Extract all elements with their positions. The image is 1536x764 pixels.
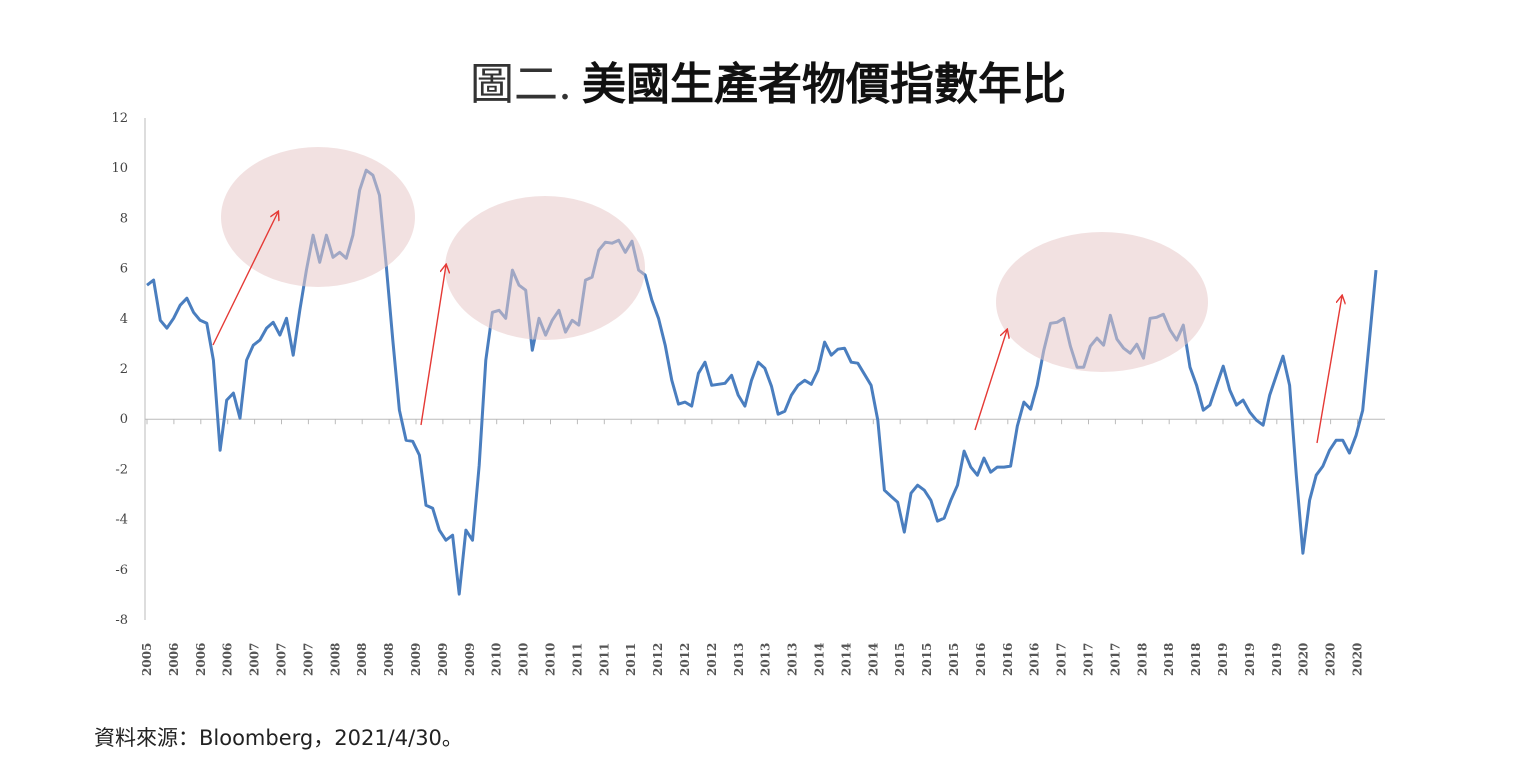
x-tick-label: 2015: [920, 643, 934, 676]
x-tick-label: 2013: [732, 643, 746, 676]
x-tick-label: 2020: [1324, 643, 1338, 676]
x-tick-label: 2013: [786, 643, 800, 676]
chart-title-prefix: 圖二.: [470, 59, 572, 110]
x-tick-label: 2007: [248, 643, 262, 676]
x-tick-label: 2012: [678, 643, 692, 676]
y-tick-label: 4: [120, 312, 128, 327]
x-tick-label: 2008: [355, 643, 369, 676]
y-tick-label: 2: [120, 362, 128, 377]
y-tick-label: 8: [120, 211, 128, 226]
x-tick-label: 2010: [544, 643, 558, 676]
x-tick-label: 2006: [194, 643, 208, 676]
x-tick-label: 2012: [705, 643, 719, 676]
x-tick-label: 2015: [947, 643, 961, 676]
y-tick-label: 10: [111, 161, 128, 176]
y-tick-label: -2: [115, 462, 128, 477]
x-tick-label: 2020: [1297, 643, 1311, 676]
x-tick-label: 2014: [866, 643, 880, 676]
x-tick-label: 2018: [1162, 643, 1176, 676]
source-note: 資料來源：Bloomberg，2021/4/30。: [94, 726, 463, 750]
x-tick-label: 2016: [974, 643, 988, 676]
x-tick-label: 2017: [1082, 643, 1096, 676]
arrow-annotation: [212, 212, 278, 346]
x-tick-label: 2009: [436, 643, 450, 676]
x-tick-label: 2007: [275, 643, 289, 676]
x-tick-label: 2008: [382, 643, 396, 676]
x-tick-label: 2016: [1028, 643, 1042, 676]
x-tick-label: 2019: [1270, 643, 1284, 676]
x-tick-label: 2017: [1055, 643, 1069, 676]
y-tick-label: 12: [111, 111, 128, 126]
x-tick-label: 2009: [463, 643, 477, 676]
x-tick-label: 2018: [1135, 643, 1149, 676]
chart-title-main: 美國生產者物價指數年比: [582, 59, 1066, 110]
x-tick-label: 2020: [1351, 643, 1365, 676]
x-tick-label: 2017: [1108, 643, 1122, 676]
arrow-annotation: [974, 330, 1007, 431]
x-tick-label: 2006: [221, 643, 235, 676]
x-tick-label: 2011: [597, 643, 611, 676]
x-tick-label: 2019: [1243, 643, 1257, 676]
x-tick-label: 2009: [409, 643, 423, 676]
x-tick-label: 2010: [490, 643, 504, 676]
arrow-annotation: [1316, 296, 1342, 444]
x-tick-label: 2008: [328, 643, 342, 676]
highlight-ellipse: [996, 232, 1208, 372]
x-tick-label: 2011: [570, 643, 584, 676]
y-tick-label: -8: [115, 613, 128, 628]
x-tick-label: 2010: [517, 643, 531, 676]
x-tick-label: 2019: [1216, 643, 1230, 676]
x-tick-label: 2007: [301, 643, 315, 676]
x-tick-label: 2014: [813, 643, 827, 676]
x-tick-label: 2011: [624, 643, 638, 676]
y-tick-label: 6: [120, 262, 128, 277]
chart-title: 圖二. 美國生產者物價指數年比: [0, 48, 1536, 112]
y-tick-label: -4: [115, 513, 128, 528]
x-tick-label: 2013: [759, 643, 773, 676]
x-tick-label: 2005: [140, 643, 154, 676]
highlight-ellipse: [445, 196, 645, 340]
x-tick-label: 2015: [893, 643, 907, 676]
x-tick-label: 2018: [1189, 643, 1203, 676]
x-tick-label: 2016: [1001, 643, 1015, 676]
y-tick-label: -6: [115, 563, 128, 578]
y-tick-label: 0: [120, 412, 128, 427]
highlight-ellipse: [221, 147, 415, 287]
arrow-annotation: [420, 265, 446, 426]
x-tick-label: 2012: [651, 643, 665, 676]
x-tick-label: 2006: [167, 643, 181, 676]
x-tick-label: 2014: [839, 643, 853, 676]
